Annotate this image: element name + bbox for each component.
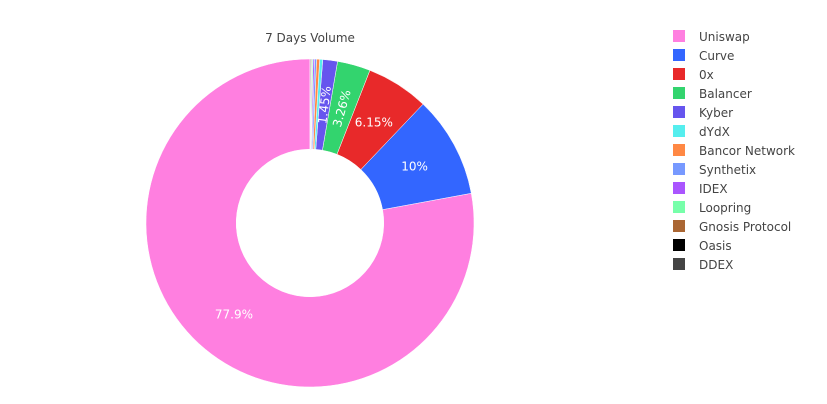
legend-label: Curve (699, 49, 734, 63)
legend-item-dydx[interactable]: dYdX (673, 125, 730, 139)
legend-swatch (673, 258, 685, 270)
slice-ddex[interactable] (309, 58, 311, 150)
legend-swatch (673, 68, 685, 80)
legend-label: IDEX (699, 182, 728, 196)
legend-swatch (673, 163, 685, 175)
legend-item-idex[interactable]: IDEX (673, 182, 728, 196)
legend-swatch (673, 220, 685, 232)
chart-title: 7 Days Volume (265, 31, 355, 45)
legend-label: dYdX (699, 125, 730, 139)
slice-label-uniswap: 77.9% (215, 307, 253, 321)
legend-item-curve[interactable]: Curve (673, 49, 734, 63)
legend-swatch (673, 144, 685, 156)
slice-label-curve: 10% (401, 159, 428, 173)
legend-item-synthetix[interactable]: Synthetix (673, 163, 756, 177)
legend-item-gnosis-protocol[interactable]: Gnosis Protocol (673, 220, 791, 234)
legend-label: Kyber (699, 106, 733, 120)
slice-label-kyber: 1.45% (315, 85, 334, 125)
legend-label: Bancor Network (699, 144, 795, 158)
legend-item-kyber[interactable]: Kyber (673, 106, 733, 120)
legend-label: Balancer (699, 87, 752, 101)
legend-item-oasis[interactable]: Oasis (673, 239, 732, 253)
legend[interactable]: Uniswap Curve 0x Balancer Kyber dYdX Bancor Ne… (673, 30, 795, 272)
legend-label: Gnosis Protocol (699, 220, 791, 234)
legend-swatch (673, 125, 685, 137)
legend-label: 0x (699, 68, 714, 82)
legend-swatch (673, 87, 685, 99)
legend-item-balancer[interactable]: Balancer (673, 87, 752, 101)
legend-item-ddex[interactable]: DDEX (673, 258, 733, 272)
legend-swatch (673, 49, 685, 61)
legend-label: Uniswap (699, 30, 750, 44)
legend-label: DDEX (699, 258, 733, 272)
legend-swatch (673, 201, 685, 213)
legend-label: Loopring (699, 201, 751, 215)
legend-item-0x[interactable]: 0x (673, 68, 714, 82)
legend-swatch (673, 106, 685, 118)
legend-label: Oasis (699, 239, 732, 253)
slice-labels: 77.9%10%6.15%3.26%1.45% (215, 85, 428, 321)
legend-swatch (673, 30, 685, 42)
slice-label-0x: 6.15% (355, 116, 393, 130)
legend-item-uniswap[interactable]: Uniswap (673, 30, 750, 44)
legend-swatch (673, 239, 685, 251)
legend-item-loopring[interactable]: Loopring (673, 201, 751, 215)
slice-uniswap[interactable] (145, 58, 475, 388)
legend-swatch (673, 182, 685, 194)
pie-slices (145, 58, 475, 388)
legend-item-bancor-network[interactable]: Bancor Network (673, 144, 795, 158)
legend-label: Synthetix (699, 163, 756, 177)
